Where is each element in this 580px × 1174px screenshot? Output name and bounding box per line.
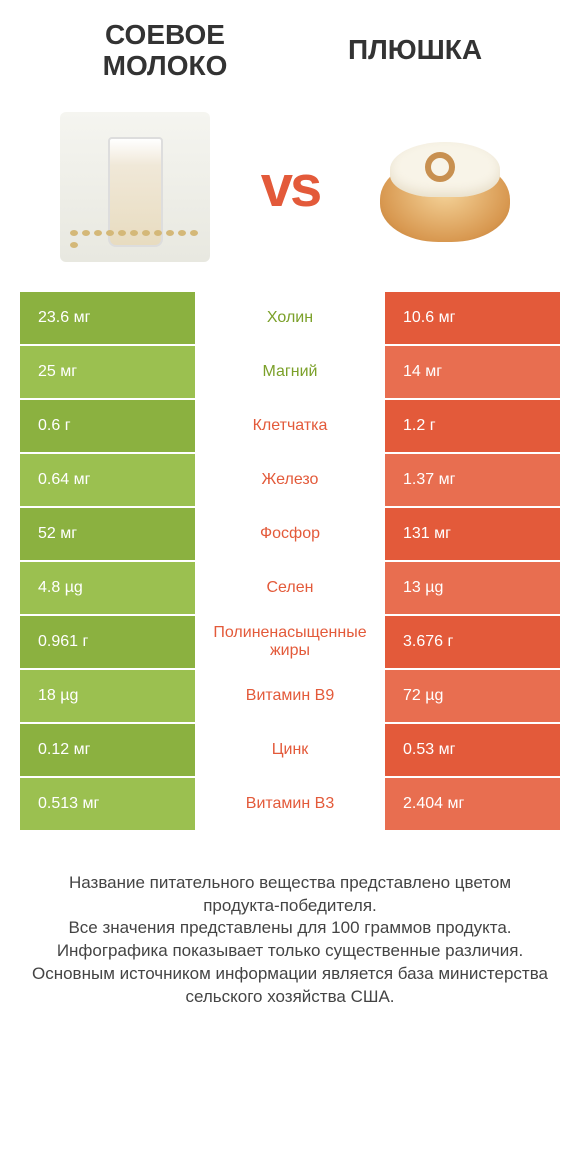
table-row: 0.6 гКлетчатка1.2 г <box>20 400 560 452</box>
vs-label: vs <box>261 153 320 220</box>
cell-right-value: 131 мг <box>385 508 560 560</box>
cell-right-value: 72 µg <box>385 670 560 722</box>
cell-nutrient-name: Полиненасыщенные жиры <box>195 616 385 668</box>
header: Соевоемолоко Плюшка <box>0 0 580 92</box>
cell-left-value: 0.6 г <box>20 400 195 452</box>
cell-nutrient-name: Витамин B9 <box>195 670 385 722</box>
right-title: Плюшка <box>348 35 482 66</box>
cell-right-value: 1.2 г <box>385 400 560 452</box>
table-row: 0.12 мгЦинк0.53 мг <box>20 724 560 776</box>
cell-nutrient-name: Цинк <box>195 724 385 776</box>
cell-right-value: 1.37 мг <box>385 454 560 506</box>
cell-left-value: 18 µg <box>20 670 195 722</box>
footer-notes: Название питательного вещества представл… <box>0 832 580 1030</box>
cell-right-value: 14 мг <box>385 346 560 398</box>
table-row: 23.6 мгХолин10.6 мг <box>20 292 560 344</box>
cell-left-value: 0.513 мг <box>20 778 195 830</box>
images-row: vs <box>0 92 580 292</box>
cell-nutrient-name: Селен <box>195 562 385 614</box>
cell-right-value: 10.6 мг <box>385 292 560 344</box>
footer-line: Название питательного вещества представл… <box>30 872 550 918</box>
header-left-title: Соевоемолоко <box>40 20 290 82</box>
cell-nutrient-name: Клетчатка <box>195 400 385 452</box>
cell-nutrient-name: Магний <box>195 346 385 398</box>
cell-right-value: 3.676 г <box>385 616 560 668</box>
cell-left-value: 0.12 мг <box>20 724 195 776</box>
cell-right-value: 0.53 мг <box>385 724 560 776</box>
comparison-table: 23.6 мгХолин10.6 мг25 мгМагний14 мг0.6 г… <box>0 292 580 830</box>
cell-left-value: 4.8 µg <box>20 562 195 614</box>
footer-line: Основным источником информации является … <box>30 963 550 1009</box>
bun-image <box>360 102 530 272</box>
cell-left-value: 0.961 г <box>20 616 195 668</box>
cell-nutrient-name: Витамин B3 <box>195 778 385 830</box>
table-row: 0.64 мгЖелезо1.37 мг <box>20 454 560 506</box>
header-right-title: Плюшка <box>290 20 540 82</box>
cell-nutrient-name: Холин <box>195 292 385 344</box>
soy-milk-image <box>50 102 220 272</box>
cell-left-value: 0.64 мг <box>20 454 195 506</box>
table-row: 25 мгМагний14 мг <box>20 346 560 398</box>
cell-nutrient-name: Железо <box>195 454 385 506</box>
cell-nutrient-name: Фосфор <box>195 508 385 560</box>
cell-left-value: 25 мг <box>20 346 195 398</box>
table-row: 0.513 мгВитамин B32.404 мг <box>20 778 560 830</box>
cell-right-value: 2.404 мг <box>385 778 560 830</box>
table-row: 0.961 гПолиненасыщенные жиры3.676 г <box>20 616 560 668</box>
table-row: 52 мгФосфор131 мг <box>20 508 560 560</box>
cell-left-value: 52 мг <box>20 508 195 560</box>
footer-line: Все значения представлены для 100 граммо… <box>30 917 550 940</box>
cell-right-value: 13 µg <box>385 562 560 614</box>
cell-left-value: 23.6 мг <box>20 292 195 344</box>
left-title-line1: Соевое <box>105 19 225 50</box>
table-row: 4.8 µgСелен13 µg <box>20 562 560 614</box>
left-title-line2: молоко <box>103 50 228 81</box>
footer-line: Инфографика показывает только существенн… <box>30 940 550 963</box>
table-row: 18 µgВитамин B972 µg <box>20 670 560 722</box>
